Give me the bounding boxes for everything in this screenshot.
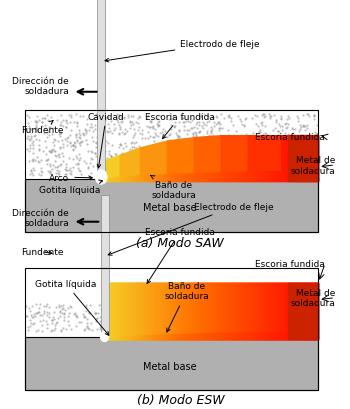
Bar [26,269,318,390]
Text: (b) Modo ESW: (b) Modo ESW [136,393,224,406]
Text: Fundente: Fundente [21,247,64,256]
Text: Escoria fundida: Escoria fundida [255,259,325,268]
Text: Arco: Arco [49,173,92,182]
Text: Gotita líquida: Gotita líquida [38,180,103,194]
Circle shape [95,170,107,185]
Text: Electrodo de fleje: Electrodo de fleje [105,39,260,63]
Text: Fundente: Fundente [21,121,64,135]
Text: Dirección de
soldadura: Dirección de soldadura [13,209,69,228]
Text: Cavidad: Cavidad [88,112,125,169]
Text: Metal de
soldadura: Metal de soldadura [290,288,335,308]
Text: Metal de
soldadura: Metal de soldadura [290,156,335,175]
Bar [288,324,318,339]
Text: (a) Modo SAW: (a) Modo SAW [136,237,224,250]
FancyBboxPatch shape [26,180,318,232]
Text: Metal base: Metal base [144,361,197,371]
Text: Escoria fundida: Escoria fundida [255,133,325,142]
Text: Metal base: Metal base [144,203,197,213]
Bar [100,196,108,334]
Text: Electrodo de fleje: Electrodo de fleje [108,203,273,256]
Text: Escoria fundida: Escoria fundida [145,228,215,284]
Bar [97,0,105,171]
Text: Escoria fundida: Escoria fundida [145,112,215,139]
Text: Gotita líquida: Gotita líquida [35,280,109,335]
Bar [288,166,318,182]
FancyBboxPatch shape [26,337,318,390]
Bar [26,111,318,232]
Text: Dirección de
soldadura: Dirección de soldadura [13,77,69,96]
Text: Baño de
soldadura: Baño de soldadura [150,176,196,200]
Text: Baño de
soldadura: Baño de soldadura [165,281,209,332]
Circle shape [100,332,108,342]
